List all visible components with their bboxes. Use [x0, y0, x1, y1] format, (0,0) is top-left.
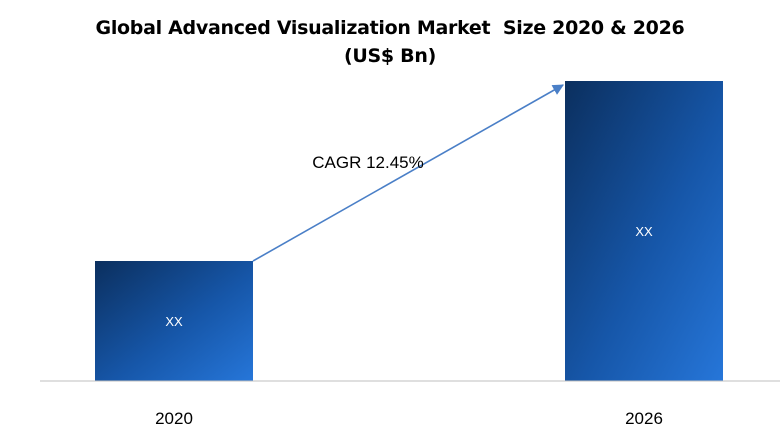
cagr-annotation: CAGR 12.45% [312, 153, 424, 172]
bar-2026 [565, 81, 723, 381]
cagr-arrow [252, 84, 564, 262]
bars-layer: XX XX [95, 81, 723, 381]
x-tick-label-2026: 2026 [625, 409, 663, 428]
x-tick-label-2020: 2020 [155, 409, 193, 428]
bar-2020 [95, 261, 253, 381]
chart-title: Global Advanced Visualization Market Siz… [95, 17, 685, 39]
data-label-2026: XX [635, 224, 653, 239]
chart-subtitle: (US$ Bn) [344, 45, 436, 67]
data-label-2020: XX [165, 314, 183, 329]
tick-labels-layer: 2020 2026 [155, 409, 663, 428]
